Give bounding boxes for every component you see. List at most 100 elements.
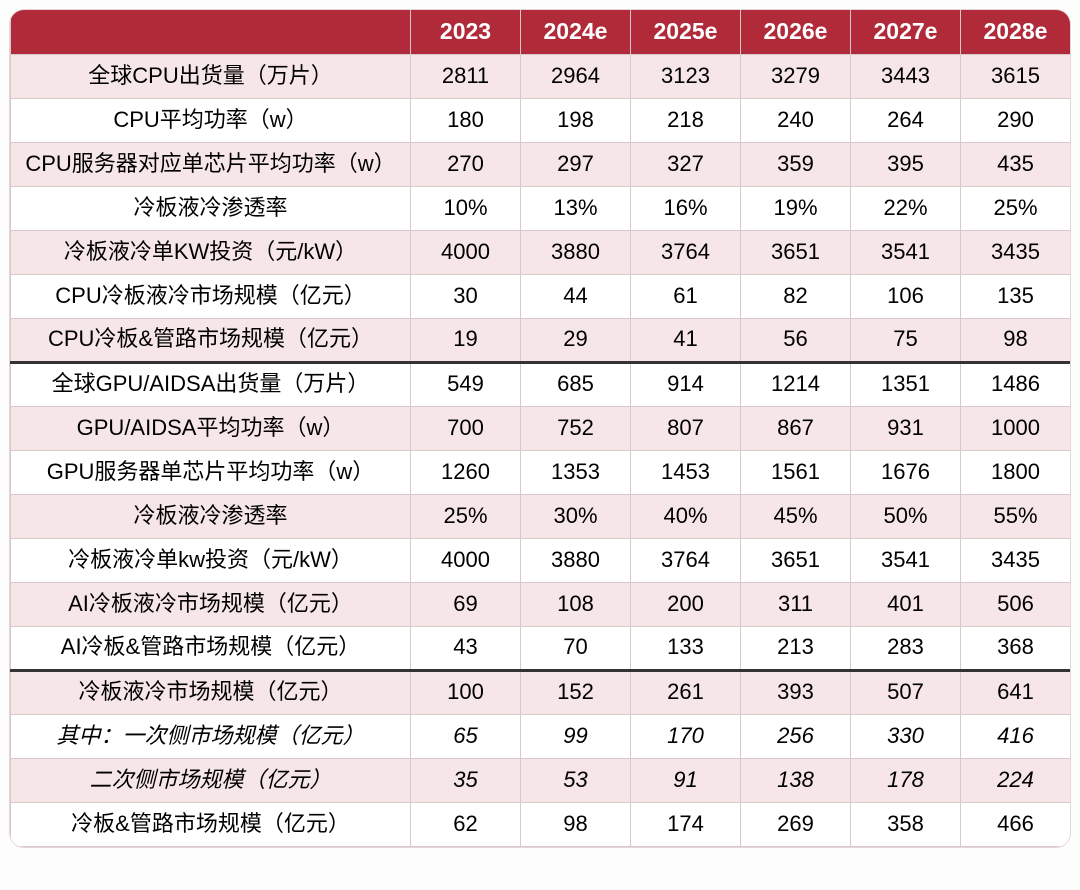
- market-table-container: 2023 2024e 2025e 2026e 2027e 2028e 全球CPU…: [10, 10, 1070, 847]
- table-cell: 198: [521, 98, 631, 142]
- table-cell: 98: [961, 318, 1071, 362]
- col-header-2024e: 2024e: [521, 10, 631, 54]
- table-cell: 3541: [851, 230, 961, 274]
- table-cell: 135: [961, 274, 1071, 318]
- col-header-2026e: 2026e: [741, 10, 851, 54]
- table-row: 冷板液冷市场规模（亿元）100152261393507641: [11, 670, 1071, 714]
- table-cell: 152: [521, 670, 631, 714]
- table-cell: 931: [851, 406, 961, 450]
- table-cell: 549: [411, 362, 521, 406]
- table-header-row: 2023 2024e 2025e 2026e 2027e 2028e: [11, 10, 1071, 54]
- table-cell: 807: [631, 406, 741, 450]
- table-cell: 3880: [521, 230, 631, 274]
- table-cell: 1676: [851, 450, 961, 494]
- table-cell: 297: [521, 142, 631, 186]
- table-cell: 99: [521, 714, 631, 758]
- table-cell: 218: [631, 98, 741, 142]
- table-cell: 269: [741, 802, 851, 846]
- table-cell: 178: [851, 758, 961, 802]
- table-cell: 44: [521, 274, 631, 318]
- table-row: 二次侧市场规模（亿元）355391138178224: [11, 758, 1071, 802]
- table-cell: 25%: [961, 186, 1071, 230]
- table-cell: 41: [631, 318, 741, 362]
- table-cell: 55%: [961, 494, 1071, 538]
- table-cell: 1453: [631, 450, 741, 494]
- table-cell: 507: [851, 670, 961, 714]
- table-row: CPU冷板&管路市场规模（亿元）192941567598: [11, 318, 1071, 362]
- table-cell: 330: [851, 714, 961, 758]
- table-row: 冷板&管路市场规模（亿元）6298174269358466: [11, 802, 1071, 846]
- table-cell: 174: [631, 802, 741, 846]
- table-cell: 61: [631, 274, 741, 318]
- table-cell: 16%: [631, 186, 741, 230]
- table-cell: 100: [411, 670, 521, 714]
- row-label: 冷板液冷市场规模（亿元）: [11, 670, 411, 714]
- table-cell: 3615: [961, 54, 1071, 98]
- table-cell: 53: [521, 758, 631, 802]
- table-cell: 75: [851, 318, 961, 362]
- table-cell: 3764: [631, 230, 741, 274]
- table-cell: 867: [741, 406, 851, 450]
- row-label: CPU冷板液冷市场规模（亿元）: [11, 274, 411, 318]
- col-header-2028e: 2028e: [961, 10, 1071, 54]
- row-label: 冷板液冷渗透率: [11, 186, 411, 230]
- row-label: GPU/AIDSA平均功率（w）: [11, 406, 411, 450]
- table-cell: 240: [741, 98, 851, 142]
- table-cell: 1000: [961, 406, 1071, 450]
- table-row: AI冷板&管路市场规模（亿元）4370133213283368: [11, 626, 1071, 670]
- row-label: 二次侧市场规模（亿元）: [11, 758, 411, 802]
- market-table: 2023 2024e 2025e 2026e 2027e 2028e 全球CPU…: [10, 10, 1070, 847]
- table-cell: 30: [411, 274, 521, 318]
- table-cell: 358: [851, 802, 961, 846]
- table-cell: 466: [961, 802, 1071, 846]
- table-cell: 13%: [521, 186, 631, 230]
- table-row: CPU平均功率（w）180198218240264290: [11, 98, 1071, 142]
- table-cell: 700: [411, 406, 521, 450]
- col-header-metric: [11, 10, 411, 54]
- table-cell: 3435: [961, 538, 1071, 582]
- row-label: 其中：一次侧市场规模（亿元）: [11, 714, 411, 758]
- table-row: AI冷板液冷市场规模（亿元）69108200311401506: [11, 582, 1071, 626]
- row-label: CPU冷板&管路市场规模（亿元）: [11, 318, 411, 362]
- table-body: 全球CPU出货量（万片）281129643123327934433615CPU平…: [11, 54, 1071, 846]
- table-cell: 3541: [851, 538, 961, 582]
- row-label: 冷板液冷单KW投资（元/kW）: [11, 230, 411, 274]
- row-label: 冷板&管路市场规模（亿元）: [11, 802, 411, 846]
- table-cell: 401: [851, 582, 961, 626]
- table-row: GPU服务器单芯片平均功率（w）126013531453156116761800: [11, 450, 1071, 494]
- table-cell: 224: [961, 758, 1071, 802]
- table-cell: 22%: [851, 186, 961, 230]
- table-cell: 1486: [961, 362, 1071, 406]
- table-cell: 752: [521, 406, 631, 450]
- row-label: CPU平均功率（w）: [11, 98, 411, 142]
- row-label: 全球GPU/AIDSA出货量（万片）: [11, 362, 411, 406]
- row-label: 冷板液冷单kw投资（元/kW）: [11, 538, 411, 582]
- table-cell: 4000: [411, 538, 521, 582]
- table-cell: 685: [521, 362, 631, 406]
- table-cell: 3651: [741, 538, 851, 582]
- table-cell: 56: [741, 318, 851, 362]
- table-cell: 256: [741, 714, 851, 758]
- table-cell: 2964: [521, 54, 631, 98]
- table-cell: 3764: [631, 538, 741, 582]
- table-cell: 10%: [411, 186, 521, 230]
- table-cell: 435: [961, 142, 1071, 186]
- table-cell: 19: [411, 318, 521, 362]
- col-header-2027e: 2027e: [851, 10, 961, 54]
- table-row: GPU/AIDSA平均功率（w）7007528078679311000: [11, 406, 1071, 450]
- table-cell: 416: [961, 714, 1071, 758]
- table-row: 冷板液冷渗透率10%13%16%19%22%25%: [11, 186, 1071, 230]
- table-cell: 43: [411, 626, 521, 670]
- table-cell: 69: [411, 582, 521, 626]
- table-cell: 270: [411, 142, 521, 186]
- table-cell: 200: [631, 582, 741, 626]
- table-cell: 3443: [851, 54, 961, 98]
- col-header-2023: 2023: [411, 10, 521, 54]
- table-cell: 170: [631, 714, 741, 758]
- table-cell: 91: [631, 758, 741, 802]
- table-cell: 108: [521, 582, 631, 626]
- row-label: CPU服务器对应单芯片平均功率（w）: [11, 142, 411, 186]
- table-cell: 4000: [411, 230, 521, 274]
- table-row: 冷板液冷单kw投资（元/kW）400038803764365135413435: [11, 538, 1071, 582]
- table-row: CPU服务器对应单芯片平均功率（w）270297327359395435: [11, 142, 1071, 186]
